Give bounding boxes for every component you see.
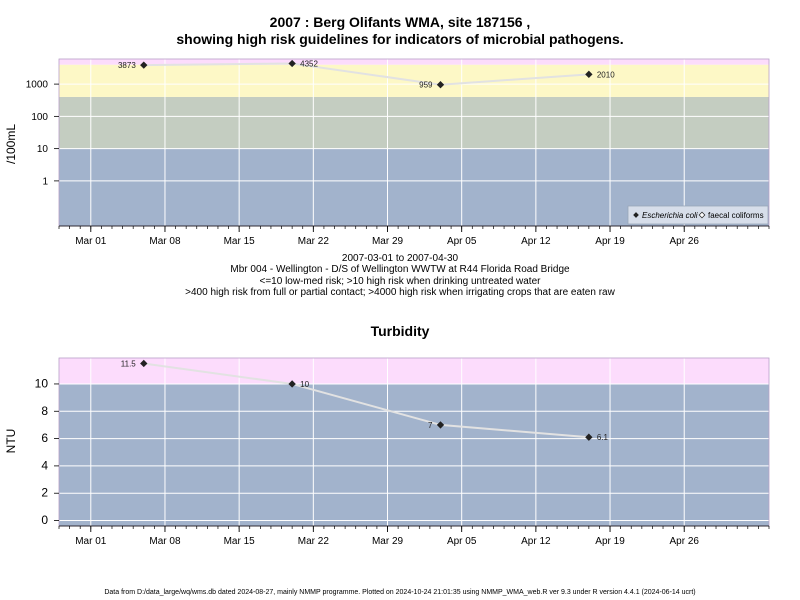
caption-date-range: 2007-03-01 to 2007-04-30 <box>341 253 459 264</box>
legend-label-ecoli: Escherichia coli <box>642 211 698 220</box>
turbidity-chart: Mar 01 Mar 08 Mar 15 Mar 22 Mar 29 Apr 05 Apr … <box>35 357 770 547</box>
x-tick-label: Mar 01 <box>75 536 107 547</box>
chart-title-line2: showing high risk guidelines for indicat… <box>176 31 624 47</box>
risk-band <box>59 358 769 384</box>
x-tick-label: Mar 15 <box>224 236 256 247</box>
data-point <box>288 380 296 388</box>
data-point <box>585 70 593 79</box>
x-tick-label: Mar 08 <box>149 236 181 247</box>
ecoli-chart: Mar 01 Mar 08 Mar 15 Mar 22 Mar 29 Apr 05 Apr … <box>26 58 770 247</box>
data-point <box>140 61 148 69</box>
turbidity-title: Turbidity <box>370 323 430 339</box>
y-tick-label: 4 <box>41 458 48 472</box>
risk-band <box>59 59 769 65</box>
data-label: 7 <box>428 421 433 430</box>
legend-marker-faecal <box>698 211 706 219</box>
data-label: 959 <box>419 81 433 90</box>
data-label: 10 <box>300 380 309 389</box>
data-label: 3873 <box>118 61 136 70</box>
x-tick-label: Mar 01 <box>75 236 107 247</box>
x-tick-label: Mar 15 <box>224 536 256 547</box>
data-label: 11.5 <box>121 359 137 368</box>
chart-title-line1: 2007 : Berg Olifants WMA, site 187156 , <box>269 14 531 30</box>
x-tick-label: Apr 05 <box>447 536 477 547</box>
x-tick-label: Mar 08 <box>149 536 181 547</box>
risk-band <box>59 383 769 526</box>
y-tick-label: 1000 <box>26 80 49 91</box>
y-tick-label: 6 <box>41 431 48 445</box>
x-tick-label: Apr 26 <box>669 236 699 247</box>
x-tick-label: Apr 19 <box>595 236 625 247</box>
x-tick-label: Mar 22 <box>298 236 330 247</box>
y-tick-label: 2 <box>41 486 48 500</box>
caption-guideline-1: <=10 low-med risk; >10 high risk when dr… <box>259 276 541 287</box>
data-point <box>585 433 593 441</box>
footer-note: Data from D:/data_large/wq/wms.db dated … <box>104 589 696 596</box>
y-tick-label: 10 <box>37 144 49 155</box>
legend-label-faecal: faecal coliforms <box>708 211 764 220</box>
data-point <box>140 359 148 368</box>
caption-site: Mbr 004 - Wellington - D/S of Wellington… <box>230 264 570 275</box>
data-point <box>436 421 445 429</box>
x-tick-label: Mar 22 <box>298 536 330 547</box>
caption-guideline-2: >400 high risk from full or partial cont… <box>185 287 615 298</box>
x-tick-label: Mar 29 <box>372 536 404 547</box>
y-tick-label: 100 <box>31 112 48 123</box>
legend-box <box>627 205 769 225</box>
y-tick-label: 1 <box>42 176 48 187</box>
y-tick-label: 0 <box>41 513 48 527</box>
data-label: 4352 <box>300 59 318 68</box>
y-tick-label: 8 <box>41 404 48 418</box>
data-label: 6.1 <box>597 433 609 442</box>
series-line <box>143 62 589 86</box>
x-tick-label: Mar 29 <box>372 236 404 247</box>
y-tick-label: 10 <box>35 376 49 390</box>
x-tick-label: Apr 05 <box>447 236 477 247</box>
data-point <box>288 59 296 68</box>
x-tick-label: Apr 26 <box>669 536 699 547</box>
x-tick-label: Apr 12 <box>521 536 551 547</box>
risk-band <box>59 96 769 149</box>
legend-marker-ecoli <box>633 212 639 218</box>
series-line <box>143 362 589 439</box>
data-label: 2010 <box>597 70 615 79</box>
x-tick-label: Apr 12 <box>521 236 551 247</box>
x-tick-label: Apr 19 <box>595 536 625 547</box>
